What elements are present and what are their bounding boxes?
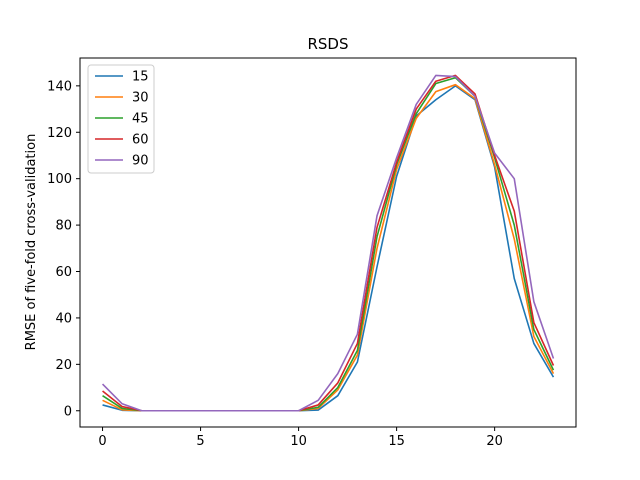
y-tick-label: 40 — [55, 311, 72, 326]
series-lines — [101, 74, 555, 412]
series-line-30 — [102, 83, 555, 412]
x-tick-label: 0 — [98, 434, 106, 449]
x-tick-label: 15 — [388, 434, 405, 449]
y-tick-label: 60 — [55, 265, 72, 280]
x-tick-label: 20 — [486, 434, 503, 449]
legend-box — [87, 64, 155, 174]
y-tick-label: 80 — [55, 219, 72, 234]
legend: 15 30 45 60 90 — [87, 64, 155, 174]
x-axis: 0 5 10 15 20 — [98, 427, 503, 449]
y-tick-label: 0 — [64, 404, 72, 419]
legend-label: 45 — [132, 112, 149, 127]
legend-label: 90 — [132, 154, 149, 169]
x-tick-label: 10 — [290, 434, 307, 449]
y-tick-label: 120 — [47, 126, 72, 141]
series-line-90 — [101, 74, 555, 412]
legend-label: 60 — [132, 133, 149, 148]
legend-label: 30 — [132, 91, 149, 106]
y-tick-label: 100 — [47, 172, 72, 187]
y-axis-label: RMSE of five-fold cross-validation — [24, 134, 39, 351]
plot-frame — [79, 57, 577, 428]
chart-title: RSDS — [307, 35, 348, 53]
y-tick-label: 20 — [55, 358, 72, 373]
y-tick-label: 140 — [47, 79, 72, 94]
x-tick-label: 5 — [196, 434, 204, 449]
y-axis: 0 20 40 60 80 100 120 140 — [47, 79, 80, 419]
legend-label: 15 — [132, 70, 149, 85]
